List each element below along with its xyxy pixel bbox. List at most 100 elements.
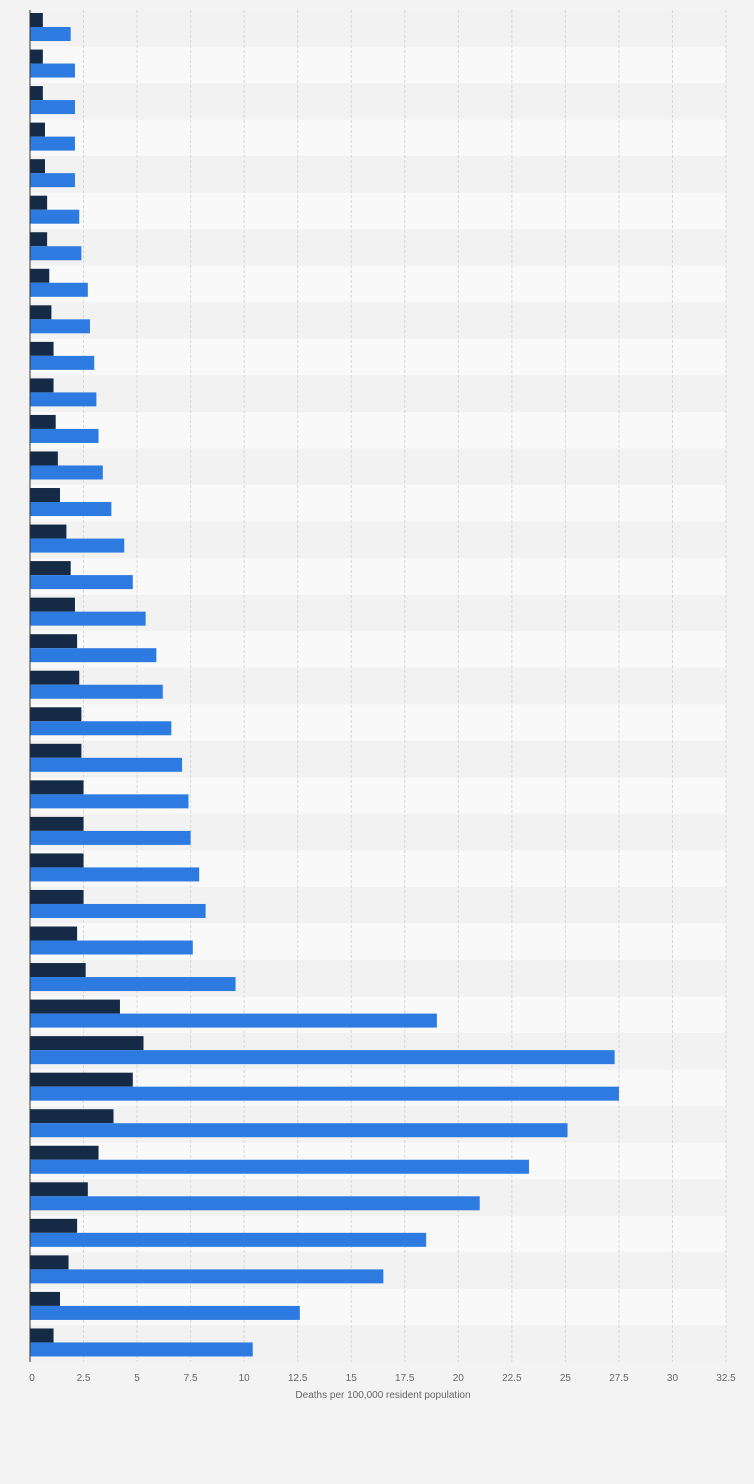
bar-series-2 — [30, 465, 103, 480]
row-band — [30, 485, 726, 522]
bar-series-1 — [30, 232, 48, 247]
x-tick-label: 7.5 — [184, 1373, 198, 1384]
bar-series-2 — [30, 355, 95, 370]
bar-series-1 — [30, 634, 78, 649]
bar-series-2 — [30, 319, 90, 334]
bar-series-1 — [30, 122, 45, 137]
bar-series-2 — [30, 173, 75, 188]
row-band — [30, 521, 726, 559]
bar-series-1 — [30, 853, 84, 868]
bar-series-1 — [30, 999, 120, 1014]
x-tick-label: 12.5 — [288, 1373, 308, 1384]
x-tick-label: 22.5 — [502, 1373, 522, 1384]
bar-series-2 — [30, 648, 157, 663]
x-tick-label: 15 — [346, 1373, 358, 1384]
row-band — [30, 594, 726, 632]
x-tick-label: 17.5 — [395, 1373, 415, 1384]
x-tick-label: 10 — [239, 1373, 251, 1384]
bar-series-2 — [30, 63, 75, 78]
row-band — [30, 46, 726, 84]
bar-series-2 — [30, 1086, 619, 1101]
bar-series-2 — [30, 538, 125, 553]
bar-series-1 — [30, 1036, 144, 1051]
bar-series-1 — [30, 926, 78, 941]
bar-series-1 — [30, 159, 45, 174]
bar-series-2 — [30, 1232, 427, 1247]
bar-series-1 — [30, 963, 86, 978]
bar-series-1 — [30, 670, 80, 685]
row-band — [30, 302, 726, 339]
bar-series-2 — [30, 428, 99, 443]
row-band — [30, 411, 726, 449]
row-band — [30, 156, 726, 193]
bar-series-2 — [30, 684, 163, 699]
row-band — [30, 265, 726, 303]
bar-series-1 — [30, 1072, 133, 1087]
bar-series-1 — [30, 86, 43, 101]
bar-series-1 — [30, 49, 43, 64]
bar-series-2 — [30, 1269, 384, 1284]
bar-series-2 — [30, 1305, 300, 1320]
bar-series-1 — [30, 378, 54, 393]
bar-series-1 — [30, 488, 60, 503]
row-band — [30, 192, 726, 230]
bar-series-1 — [30, 1145, 99, 1160]
bar-series-1 — [30, 524, 67, 539]
bar-series-1 — [30, 451, 58, 466]
row-band — [30, 338, 726, 376]
bar-series-2 — [30, 611, 146, 626]
row-band — [30, 448, 726, 486]
bar-series-2 — [30, 246, 82, 261]
row-band — [30, 119, 726, 157]
bar-series-2 — [30, 830, 191, 845]
bar-series-1 — [30, 195, 48, 210]
bar-series-1 — [30, 816, 84, 831]
x-tick-label: 5 — [134, 1373, 140, 1384]
x-tick-label: 20 — [453, 1373, 465, 1384]
bar-series-1 — [30, 414, 56, 429]
x-axis-label: Deaths per 100,000 resident population — [295, 1390, 470, 1401]
bar-series-1 — [30, 341, 54, 356]
x-tick-label: 27.5 — [609, 1373, 629, 1384]
bar-series-2 — [30, 282, 88, 297]
bar-series-2 — [30, 721, 172, 736]
bar-series-2 — [30, 903, 206, 918]
bar-series-1 — [30, 1328, 54, 1343]
bar-series-1 — [30, 1291, 60, 1306]
bar-series-2 — [30, 794, 189, 809]
bar-series-2 — [30, 1013, 437, 1028]
bar-series-2 — [30, 575, 133, 590]
bar-series-2 — [30, 1050, 615, 1065]
bar-series-2 — [30, 940, 193, 955]
row-band — [30, 83, 726, 120]
x-tick-label: 2.5 — [77, 1373, 91, 1384]
bars — [30, 13, 619, 1357]
row-band — [30, 229, 726, 266]
bar-series-2 — [30, 392, 97, 407]
row-band — [30, 375, 726, 412]
bar-series-2 — [30, 757, 183, 772]
bar-series-1 — [30, 780, 84, 795]
bar-series-2 — [30, 1159, 529, 1174]
bar-series-1 — [30, 1255, 69, 1270]
x-tick-labels: 0 2.5 5 7.5 10 12.5 15 17.5 20 22.5 25 27.5 30 32.5 — [29, 1373, 736, 1384]
bar-series-2 — [30, 136, 75, 151]
bar-series-2 — [30, 100, 75, 115]
bar-series-1 — [30, 707, 82, 722]
row-bands — [30, 10, 726, 1362]
bar-series-1 — [30, 1109, 114, 1124]
bar-series-1 — [30, 889, 84, 904]
bar-series-1 — [30, 743, 82, 758]
bar-series-1 — [30, 305, 52, 320]
x-tick-label: 32.5 — [716, 1373, 736, 1384]
bar-series-1 — [30, 561, 71, 576]
x-tick-label: 25 — [560, 1373, 572, 1384]
bar-series-1 — [30, 268, 50, 283]
bar-series-2 — [30, 27, 71, 41]
bar-series-2 — [30, 1342, 253, 1357]
bar-series-2 — [30, 1196, 480, 1211]
bar-series-2 — [30, 209, 80, 224]
row-band — [30, 10, 726, 47]
